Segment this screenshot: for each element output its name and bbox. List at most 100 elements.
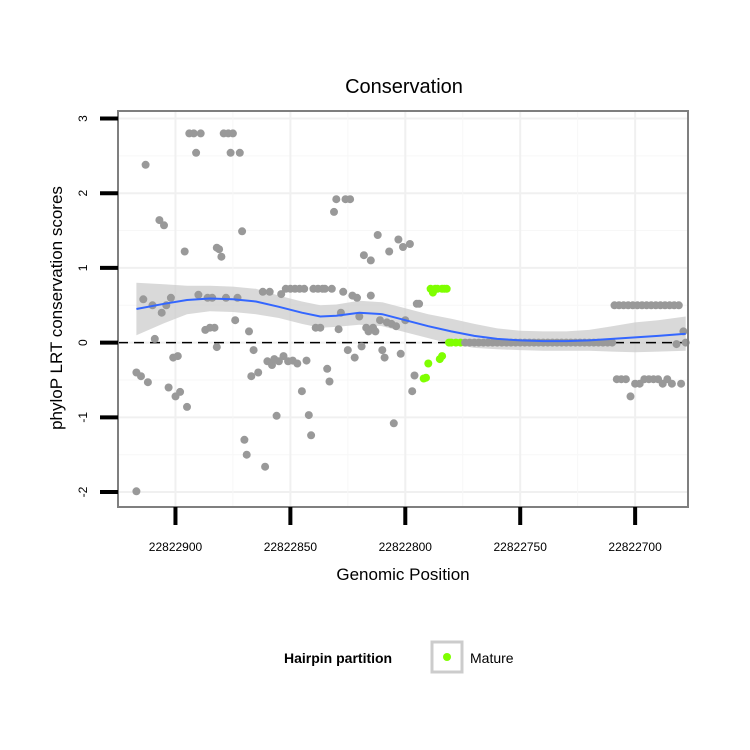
point-flank bbox=[674, 301, 683, 310]
plot-panel bbox=[117, 110, 690, 508]
point-other bbox=[141, 160, 150, 169]
point-other bbox=[389, 419, 398, 428]
point-other bbox=[357, 342, 366, 351]
x-tick-label: 22822900 bbox=[149, 540, 203, 554]
point-other bbox=[139, 295, 148, 304]
point-other bbox=[274, 357, 283, 366]
point-other bbox=[366, 291, 375, 300]
point-other bbox=[327, 284, 336, 293]
point-other bbox=[166, 293, 175, 302]
point-other bbox=[150, 334, 159, 343]
x-axis-title: Genomic Position bbox=[336, 565, 469, 584]
point-other bbox=[242, 450, 251, 459]
y-tick-label: -1 bbox=[76, 412, 90, 423]
x-tick-label: 22822700 bbox=[608, 540, 662, 554]
point-other bbox=[157, 308, 166, 317]
point-other bbox=[231, 316, 240, 325]
point-mature bbox=[422, 373, 430, 382]
point-other bbox=[228, 129, 237, 138]
point-other bbox=[325, 377, 334, 386]
point-other bbox=[302, 356, 311, 365]
point-other bbox=[297, 387, 306, 396]
point-other bbox=[160, 221, 168, 230]
point-other bbox=[212, 343, 221, 352]
point-other bbox=[304, 411, 313, 420]
point-other bbox=[249, 346, 258, 355]
legend-key-mature-dot bbox=[443, 653, 451, 661]
point-other bbox=[396, 349, 405, 358]
point-other bbox=[143, 378, 152, 387]
y-tick-label: -2 bbox=[76, 486, 90, 497]
point-other bbox=[376, 316, 384, 325]
point-other bbox=[245, 327, 253, 336]
point-other bbox=[343, 346, 352, 355]
point-other bbox=[192, 148, 201, 157]
point-other bbox=[394, 235, 403, 244]
point-flank bbox=[677, 379, 686, 388]
point-other bbox=[272, 411, 281, 420]
point-other bbox=[332, 195, 341, 204]
point-other bbox=[176, 387, 185, 396]
point-other bbox=[378, 346, 387, 355]
point-other bbox=[240, 435, 249, 444]
point-other bbox=[258, 287, 267, 296]
y-tick-label: 3 bbox=[76, 115, 90, 122]
point-other bbox=[155, 216, 164, 225]
point-other bbox=[410, 371, 419, 380]
point-other bbox=[183, 402, 191, 411]
point-flank bbox=[667, 379, 676, 388]
point-other bbox=[222, 293, 230, 302]
point-other bbox=[173, 352, 182, 361]
point-other bbox=[359, 251, 368, 260]
y-tick-label: 2 bbox=[76, 190, 90, 197]
point-other bbox=[164, 383, 173, 392]
point-other bbox=[247, 372, 256, 381]
point-other bbox=[300, 284, 309, 293]
point-other bbox=[189, 129, 198, 138]
point-other bbox=[385, 247, 394, 256]
x-tick-label: 22822750 bbox=[494, 540, 548, 554]
point-other bbox=[392, 322, 401, 331]
x-tick-label: 22822850 bbox=[264, 540, 318, 554]
point-other bbox=[330, 207, 338, 216]
panel-border bbox=[117, 110, 689, 508]
point-other bbox=[196, 129, 205, 138]
point-flank bbox=[608, 338, 617, 347]
legend-title: Hairpin partition bbox=[284, 650, 392, 666]
chart-title: Conservation bbox=[345, 76, 463, 98]
point-other bbox=[254, 368, 263, 377]
point-flank bbox=[621, 375, 630, 384]
point-other bbox=[408, 387, 417, 396]
point-other bbox=[380, 353, 389, 362]
point-mature bbox=[424, 359, 433, 368]
point-other bbox=[194, 290, 203, 299]
point-mature bbox=[442, 284, 451, 293]
y-axis: -2 -1 0 1 2 3 bbox=[76, 115, 118, 497]
point-other bbox=[399, 243, 407, 251]
point-other bbox=[215, 245, 224, 254]
smooth-trend-line bbox=[136, 297, 686, 343]
point-other bbox=[265, 287, 274, 296]
point-other bbox=[277, 290, 286, 299]
point-other bbox=[217, 252, 226, 261]
point-flank bbox=[626, 392, 635, 401]
point-other bbox=[238, 227, 247, 236]
point-mature bbox=[438, 352, 447, 361]
y-tick-label: 1 bbox=[76, 264, 90, 271]
point-other bbox=[346, 195, 355, 204]
point-other bbox=[339, 287, 348, 296]
point-other bbox=[405, 240, 414, 248]
point-other bbox=[307, 431, 316, 440]
point-other bbox=[261, 462, 270, 471]
point-other bbox=[355, 312, 364, 321]
point-other bbox=[415, 299, 424, 308]
legend-label-mature: Mature bbox=[470, 650, 514, 666]
point-other bbox=[279, 352, 288, 361]
point-other bbox=[137, 372, 145, 381]
point-other bbox=[350, 353, 359, 362]
y-tick-label: 0 bbox=[76, 339, 90, 346]
legend: Hairpin partition Mature bbox=[284, 640, 514, 674]
point-other bbox=[210, 323, 219, 332]
y-axis-title: phyloP LRT conservation scores bbox=[47, 186, 66, 430]
